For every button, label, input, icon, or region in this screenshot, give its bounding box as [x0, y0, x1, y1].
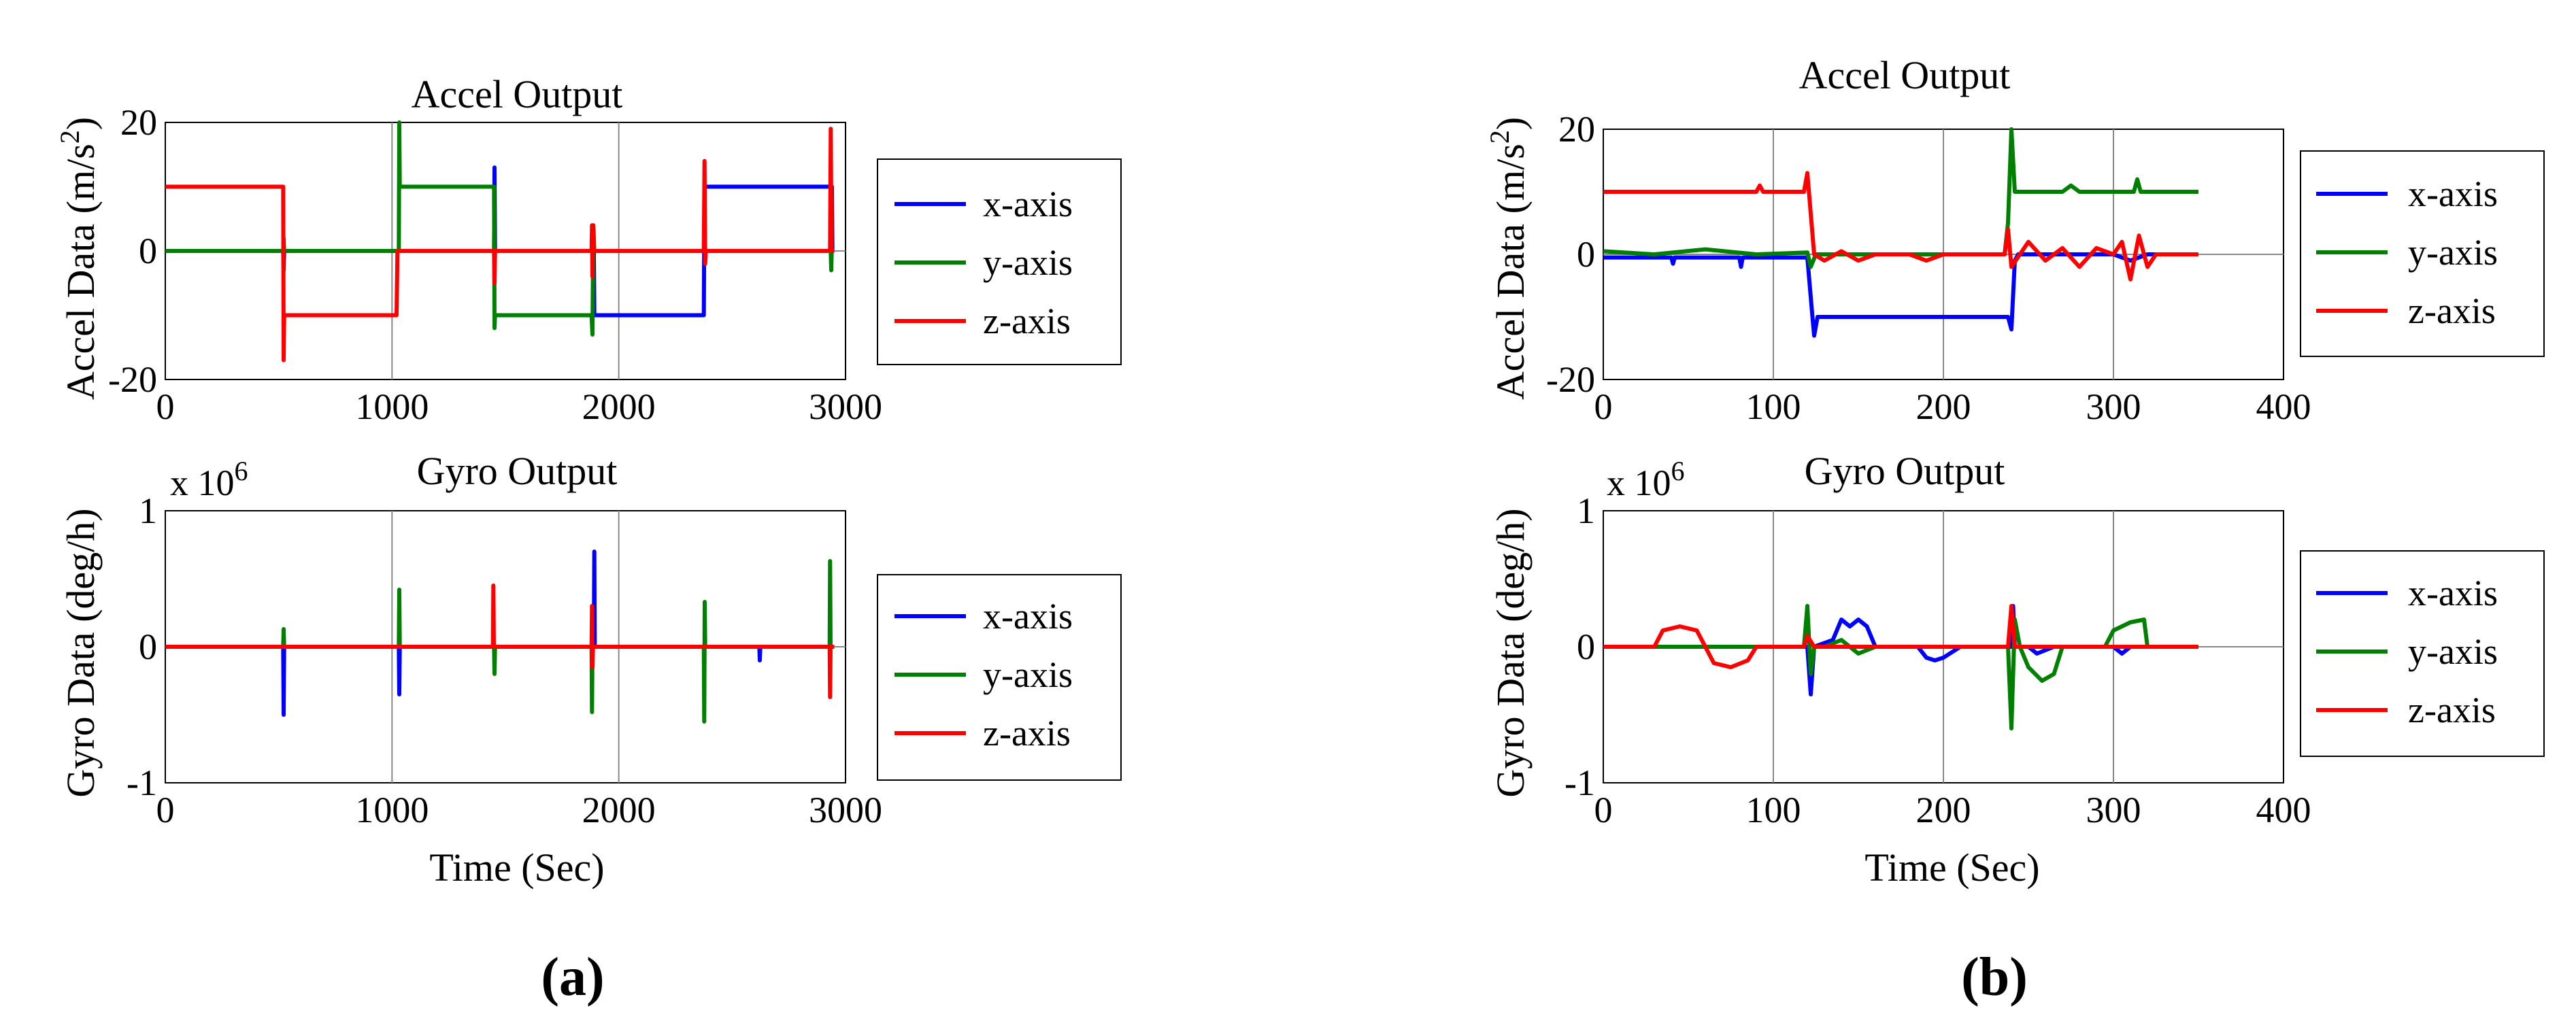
- series-line-y-axis: [1603, 127, 2198, 269]
- x-tick-label: 0: [156, 386, 175, 427]
- series-lines: [165, 120, 835, 362]
- x-tick-label: 200: [1916, 386, 1971, 427]
- x-tick-label: 1000: [355, 790, 429, 830]
- y-tick-label: -1: [127, 762, 157, 803]
- x-tick-label: 0: [1594, 386, 1613, 427]
- y-tick-label: -1: [1565, 762, 1595, 803]
- x-tick-label: 0: [156, 790, 175, 830]
- legend-label-x: x-axis: [983, 184, 1073, 224]
- series-lines: [1603, 604, 2198, 730]
- legend: x-axis y-axis z-axis: [2300, 150, 2545, 357]
- y-tick-label: 0: [139, 626, 157, 667]
- series-line-z-axis: [165, 584, 835, 699]
- series-line-z-axis: [1603, 604, 2198, 669]
- legend-label-z: z-axis: [983, 301, 1071, 341]
- x-tick-label: 3000: [809, 386, 882, 427]
- y-tick-labels: -20 0 20: [1546, 109, 1595, 400]
- x-tick-label: 400: [2256, 790, 2311, 830]
- panel-b-gyro: Gyro Output x 106 0 100 200 300 400 -101 Gyr…: [1488, 449, 2545, 890]
- y-axis-label: Accel Data (m/s2): [1484, 117, 1533, 400]
- y-exponent: x 106: [1607, 456, 1685, 504]
- legend: x-axis y-axis z-axis: [877, 574, 1122, 781]
- x-tick-label: 100: [1746, 790, 1801, 830]
- chart-title: Accel Output: [412, 72, 623, 116]
- y-tick-label: 0: [1577, 626, 1595, 667]
- legend-label-y: y-axis: [983, 242, 1073, 283]
- series-line-z-axis: [165, 126, 835, 362]
- x-tick-labels: 0 100 200 300 400: [1594, 790, 2311, 830]
- y-axis-label: Gyro Data (deg/h): [58, 508, 103, 797]
- legend-label-z: z-axis: [983, 713, 1071, 754]
- y-tick-label: 1: [139, 490, 157, 531]
- x-tick-labels: 0 100 200 300 400: [1594, 386, 2311, 427]
- panel-label-a: (a): [541, 947, 604, 1007]
- legend-label-y: y-axis: [983, 654, 1073, 695]
- y-tick-label: -20: [1546, 359, 1595, 400]
- y-axis-label: Accel Data (m/s2): [54, 117, 103, 400]
- legend-label-z: z-axis: [2408, 290, 2496, 331]
- x-tick-label: 0: [1594, 790, 1613, 830]
- panel-label-b: (b): [1961, 947, 2028, 1007]
- legend: x-axis y-axis z-axis: [2300, 550, 2545, 757]
- x-tick-label: 2000: [582, 386, 656, 427]
- legend-label-y: y-axis: [2408, 232, 2498, 273]
- chart-title: Accel Output: [1799, 53, 2011, 97]
- y-tick-label: 0: [139, 231, 157, 271]
- legend-label-x: x-axis: [983, 596, 1073, 637]
- series-lines: [165, 550, 835, 724]
- y-tick-label: 20: [1558, 109, 1595, 150]
- x-tick-label: 3000: [809, 790, 882, 830]
- y-axis-label: Gyro Data (deg/h): [1488, 508, 1533, 797]
- series-lines: [1603, 127, 2198, 338]
- y-tick-labels: -1 0 1: [127, 490, 157, 803]
- x-tick-label: 300: [2086, 386, 2141, 427]
- legend-label-x: x-axis: [2408, 173, 2498, 214]
- y-tick-label: 20: [120, 102, 157, 143]
- chart-title: Gyro Output: [1805, 449, 2005, 493]
- x-tick-label: 100: [1746, 386, 1801, 427]
- y-tick-labels: -20 0 20: [108, 102, 157, 400]
- series-line-y-axis: [1603, 604, 2198, 730]
- x-tick-labels: 0 1000 2000 3000: [156, 790, 883, 830]
- x-axis-label: Time (Sec): [1864, 845, 2039, 890]
- legend-label-x: x-axis: [2408, 573, 2498, 613]
- x-tick-label: 300: [2086, 790, 2141, 830]
- y-tick-label: 1: [1577, 490, 1595, 531]
- y-tick-label: -20: [108, 359, 157, 400]
- legend-box: [877, 574, 1122, 781]
- y-tick-label: 0: [1577, 234, 1595, 275]
- legend-label-y: y-axis: [2408, 631, 2498, 672]
- x-tick-label: 2000: [582, 790, 656, 830]
- legend: x-axis y-axis z-axis: [877, 158, 1122, 365]
- x-axis-label: Time (Sec): [429, 845, 604, 890]
- x-tick-label: 400: [2256, 386, 2311, 427]
- x-tick-labels: 0 1000 2000 3000: [156, 386, 883, 427]
- chart-title: Gyro Output: [417, 449, 618, 493]
- legend-label-z: z-axis: [2408, 690, 2496, 730]
- y-tick-labels: -1 0 1: [1565, 490, 1595, 803]
- x-tick-label: 1000: [355, 386, 429, 427]
- panel-a-gyro: Gyro Output x 106 0 1000 2000 3000 -101 Gyr…: [58, 449, 1122, 890]
- series-line-z-axis: [1603, 171, 2198, 282]
- y-exponent: x 106: [170, 456, 248, 504]
- x-tick-label: 200: [1916, 790, 1971, 830]
